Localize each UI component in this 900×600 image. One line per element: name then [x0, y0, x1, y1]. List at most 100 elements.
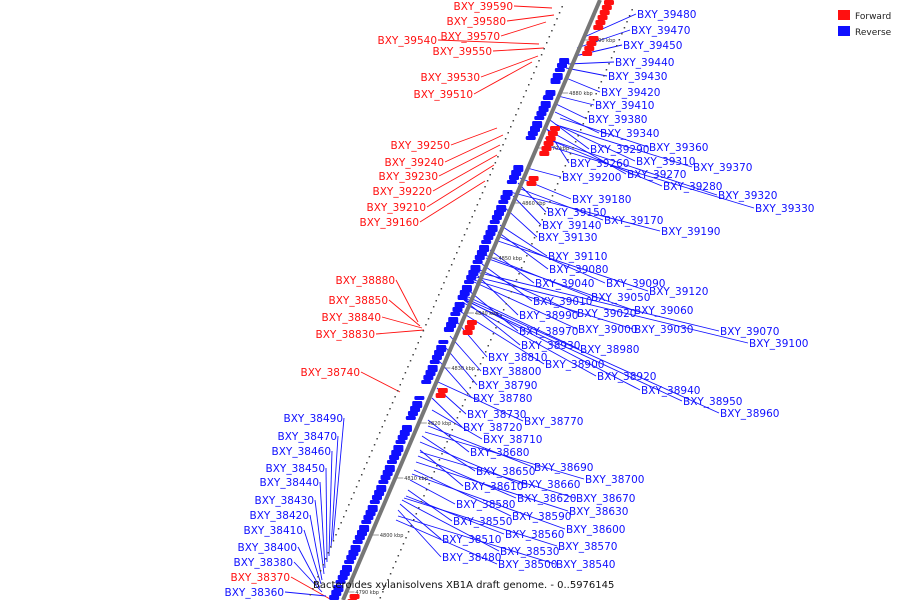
reverse-gene-label-bxy_38770: BXY_38770	[524, 416, 583, 428]
track-dot	[392, 567, 394, 569]
track-dot	[580, 129, 582, 131]
forward-gene-label-bxy_39590: BXY_39590	[454, 1, 513, 13]
reverse-gene-block	[498, 200, 509, 204]
track-dot	[378, 432, 381, 434]
reverse-gene-leader-bxy_39380	[555, 103, 588, 120]
reverse-gene-leader-bxy_39360	[559, 117, 649, 148]
reverse-gene-leader-bxy_38950	[459, 297, 683, 402]
reverse-gene-block	[502, 190, 513, 196]
reverse-gene-label-bxy_38970: BXY_38970	[519, 326, 578, 338]
track-dot	[492, 333, 495, 335]
track-dot	[312, 588, 314, 590]
reverse-gene-leader-bxy_38360	[284, 591, 327, 597]
reverse-gene-leader-bxy_39480	[581, 13, 637, 39]
track-dot	[472, 381, 474, 383]
reverse-gene-block	[474, 255, 485, 260]
reverse-gene-block	[506, 180, 517, 184]
reverse-gene-label-bxy_38380: BXY_38380	[234, 557, 293, 569]
reverse-gene-leader-bxy_38630	[415, 461, 569, 512]
reverse-gene-label-bxy_38920: BXY_38920	[597, 371, 656, 383]
forward-gene-label-bxy_39530: BXY_39530	[421, 72, 480, 84]
track-dot	[430, 477, 433, 479]
reverse-gene-block	[407, 411, 418, 416]
track-dot	[481, 192, 484, 194]
tick-label: 4810 kbp	[404, 476, 428, 482]
track-dot	[407, 366, 409, 368]
track-dot	[464, 399, 466, 401]
reverse-gene-block	[534, 116, 545, 120]
reverse-gene-label-bxy_39310: BXY_39310	[636, 156, 695, 168]
legend-swatch-forward	[838, 10, 850, 20]
track-dot	[598, 87, 600, 89]
reverse-gene-block	[331, 590, 342, 596]
reverse-gene-label-bxy_39340: BXY_39340	[600, 128, 659, 140]
reverse-gene-label-bxy_38810: BXY_38810	[488, 352, 547, 364]
reverse-gene-leader-bxy_38590	[413, 469, 512, 517]
reverse-gene-block	[525, 136, 536, 140]
forward-gene-block	[547, 131, 558, 136]
reverse-gene-block	[550, 78, 561, 84]
reverse-gene-label-bxy_39430: BXY_39430	[608, 71, 667, 83]
reverse-gene-label-bxy_38510: BXY_38510	[442, 534, 501, 546]
track-dot	[396, 390, 399, 392]
track-dot	[394, 561, 397, 563]
track-dot	[458, 246, 461, 248]
reverse-gene-block	[472, 260, 483, 264]
track-dot	[335, 534, 337, 536]
reverse-gene-leader-bxy_38900	[457, 309, 545, 365]
track-dot	[412, 519, 415, 521]
reverse-gene-block	[378, 480, 389, 484]
forward-gene-block	[528, 176, 539, 181]
gene-blocks	[329, 0, 614, 600]
reverse-gene-label-bxy_38410: BXY_38410	[244, 525, 303, 537]
track-dot	[494, 162, 497, 164]
track-dot	[425, 324, 427, 326]
track-dot	[448, 270, 450, 272]
forward-gene-block	[550, 126, 561, 131]
reverse-gene-block	[481, 240, 492, 244]
reverse-gene-label-bxy_38430: BXY_38430	[255, 495, 314, 507]
forward-gene-label-bxy_39510: BXY_39510	[414, 89, 473, 101]
reverse-gene-block	[374, 490, 385, 496]
reverse-gene-label-bxy_38700: BXY_38700	[585, 474, 644, 486]
track-dot	[384, 420, 386, 422]
track-dot	[327, 552, 330, 554]
tick-label: 4850 kbp	[498, 256, 522, 262]
tick-label: 4830 kbp	[451, 366, 475, 372]
reverse-gene-leader-bxy_38670	[419, 451, 576, 499]
forward-gene-block	[437, 388, 448, 393]
reverse-gene-label-bxy_39260: BXY_39260	[570, 158, 629, 170]
reverse-gene-block	[337, 575, 348, 580]
reverse-gene-block	[434, 350, 445, 356]
track-dot	[533, 237, 536, 239]
reverse-gene-leader-bxy_39080	[497, 231, 549, 270]
reverse-gene-leader-bxy_38540	[397, 515, 556, 565]
reverse-gene-label-bxy_39000: BXY_39000	[578, 324, 637, 336]
reverse-gene-block	[386, 460, 397, 464]
reverse-gene-label-bxy_38450: BXY_38450	[266, 463, 325, 475]
reverse-gene-block	[556, 63, 567, 68]
reverse-gene-label-bxy_39050: BXY_39050	[591, 292, 650, 304]
track-dots	[309, 6, 633, 599]
reverse-gene-leader-bxy_38600	[411, 473, 566, 530]
track-dot	[628, 15, 631, 17]
reverse-gene-label-bxy_38470: BXY_38470	[278, 431, 337, 443]
reverse-gene-leader-bxy_38450	[325, 467, 328, 563]
reverse-gene-block	[348, 550, 359, 556]
track-dot	[358, 480, 360, 482]
reverse-gene-leader-bxy_38490	[332, 417, 345, 541]
track-dot	[507, 132, 509, 134]
reverse-gene-leader-bxy_38940	[461, 297, 641, 391]
track-dot	[417, 342, 420, 344]
forward-gene-label-bxy_39580: BXY_39580	[447, 16, 506, 28]
reverse-gene-label-bxy_39030: BXY_39030	[634, 324, 693, 336]
reverse-gene-label-bxy_38710: BXY_38710	[483, 434, 542, 446]
track-dot	[415, 513, 418, 515]
track-dot	[371, 450, 373, 452]
track-dot	[389, 408, 391, 410]
reverse-gene-leader-bxy_38930	[463, 299, 521, 346]
reverse-gene-block	[352, 540, 363, 544]
track-dot	[502, 309, 505, 311]
track-dot	[384, 585, 387, 587]
track-dot	[461, 405, 464, 407]
